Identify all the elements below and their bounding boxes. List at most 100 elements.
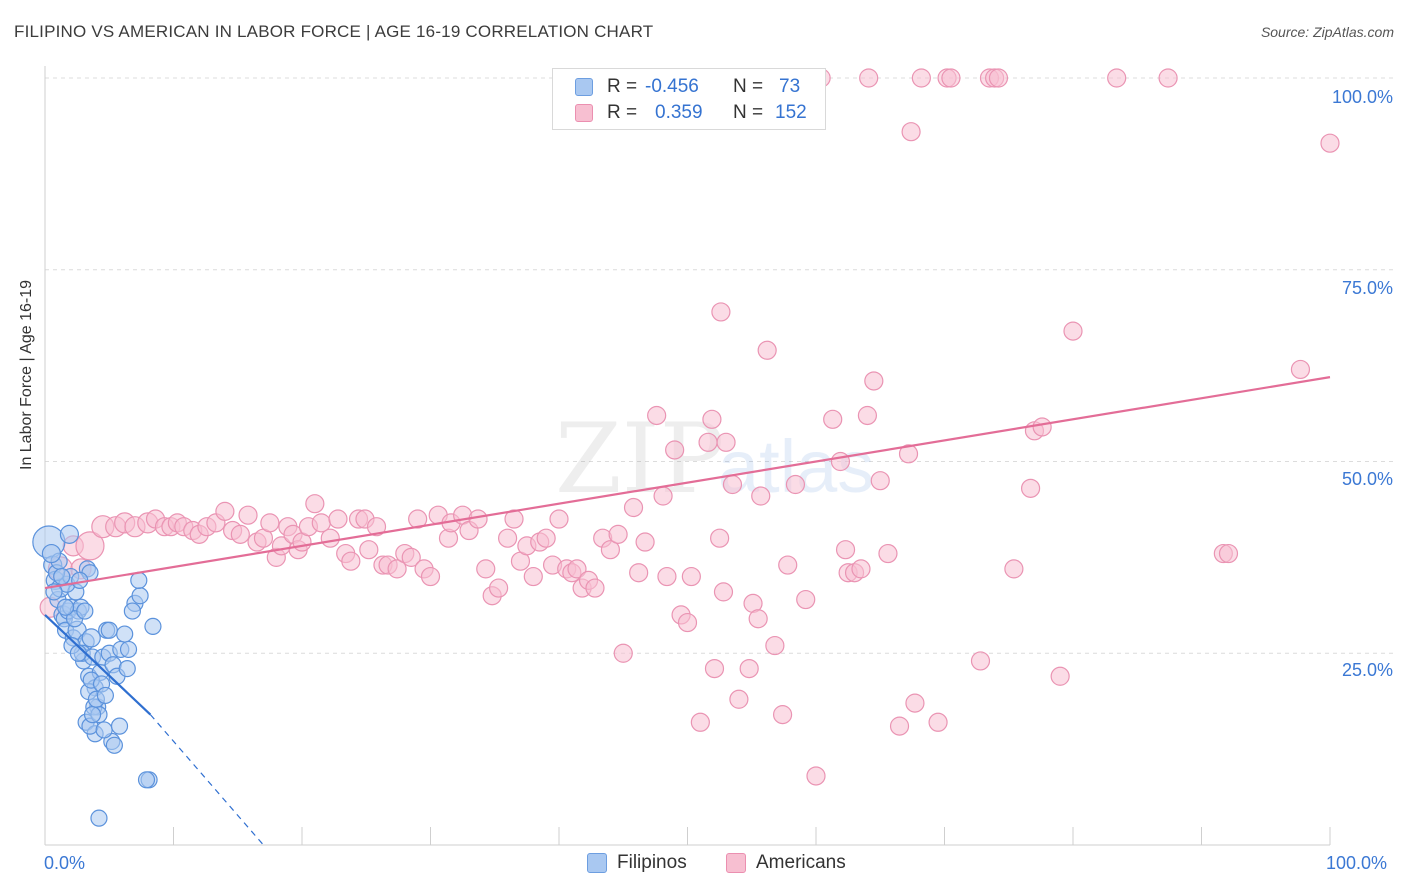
americans-point	[387, 559, 407, 579]
filipinos-legend-swatch	[587, 853, 607, 873]
americans-point	[1290, 359, 1311, 380]
americans-point	[796, 589, 816, 610]
americans-point	[716, 432, 736, 452]
y-tick-50: 50.0%	[1341, 469, 1393, 489]
filipinos-point	[59, 524, 80, 544]
americans-point	[729, 689, 749, 709]
americans-point	[1020, 478, 1041, 498]
filipinos-point	[76, 602, 94, 620]
americans-point	[1158, 68, 1178, 88]
filipinos-point	[118, 659, 136, 678]
americans-point	[941, 68, 961, 88]
y-tick-100: 100.0%	[1331, 87, 1393, 107]
americans-point	[870, 471, 890, 491]
americans-point	[401, 547, 421, 567]
americans-point	[681, 566, 701, 587]
americans-point	[772, 705, 793, 725]
americans-point	[230, 524, 250, 544]
x-tick-min: 0.0%	[44, 853, 86, 873]
americans-point	[748, 609, 768, 629]
y-axis-label: In Labor Force | Age 16-19	[18, 279, 35, 470]
americans-point	[757, 340, 777, 360]
americans-point	[806, 766, 826, 786]
americans-point	[711, 302, 731, 322]
americans-point	[623, 497, 644, 518]
americans-point	[1063, 321, 1083, 341]
filipinos-trend-line	[44, 614, 152, 716]
filipinos-swatch	[575, 78, 593, 96]
americans-point	[739, 658, 759, 679]
americans-point	[765, 635, 785, 656]
americans-point	[704, 658, 725, 679]
filipinos-point	[144, 617, 162, 636]
source-label: Source: ZipAtlas.com	[1260, 24, 1394, 40]
filipinos-point	[81, 628, 101, 648]
filipinos-point	[116, 625, 134, 643]
americans-point	[647, 405, 667, 426]
americans-point	[657, 566, 677, 587]
legend-item-americans[interactable]: Americans	[726, 852, 846, 874]
americans-point	[408, 509, 428, 529]
filipinos-legend-label: Filipinos	[617, 852, 687, 873]
americans-point	[690, 712, 710, 732]
legend-row-americans: R = 0.359 N = 152	[575, 101, 807, 125]
americans-r-label: R =	[607, 102, 638, 123]
chart-title: FILIPINO VS AMERICAN IN LABOR FORCE | AG…	[14, 22, 654, 41]
americans-point	[75, 531, 105, 561]
americans-point	[320, 528, 340, 548]
trend-lines	[44, 376, 1331, 846]
americans-point	[778, 555, 798, 575]
americans-n-label: N =	[733, 102, 764, 123]
americans-point	[928, 712, 948, 732]
americans-point	[1004, 559, 1024, 579]
americans-point	[600, 540, 621, 560]
americans-point	[523, 566, 543, 587]
filipinos-point	[105, 736, 123, 754]
americans-point	[366, 517, 387, 537]
filipinos-point	[100, 621, 118, 639]
americans-point	[898, 444, 919, 464]
watermark-atlas: atlas	[718, 425, 874, 508]
americans-point	[698, 432, 718, 452]
americans-point	[878, 543, 898, 564]
americans-point	[489, 578, 509, 598]
americans-point	[608, 524, 628, 544]
watermark-zip: ZIP	[555, 403, 724, 515]
americans-point	[629, 563, 649, 583]
filipinos-point	[131, 587, 149, 605]
americans-point	[851, 559, 871, 579]
filipinos-point	[53, 567, 71, 586]
filipinos-point	[95, 721, 113, 739]
filipinos-r-value: -0.456	[645, 76, 699, 97]
americans-n-value: 152	[775, 102, 807, 123]
americans-point	[665, 440, 685, 460]
americans-point	[905, 693, 925, 713]
americans-point	[785, 474, 806, 495]
gridlines	[45, 77, 1395, 654]
americans-point	[857, 405, 878, 426]
americans-point	[549, 509, 569, 529]
filipinos-r-label: R =	[607, 76, 638, 97]
axes	[44, 66, 1331, 846]
americans-point	[702, 409, 722, 429]
filipinos-point	[96, 686, 114, 705]
americans-point	[710, 528, 730, 548]
filipinos-point	[130, 571, 148, 589]
americans-point	[420, 566, 441, 587]
legend-item-filipinos[interactable]: Filipinos	[587, 852, 687, 874]
americans-point	[613, 643, 633, 663]
series-legend: Filipinos Americans	[0, 852, 1406, 878]
americans-point	[901, 122, 921, 142]
americans-point	[864, 371, 884, 391]
americans-trend-line	[44, 376, 1331, 590]
filipinos-point	[41, 543, 62, 564]
americans-swatch	[575, 104, 593, 122]
legend-row-filipinos: R = -0.456 N = 73	[575, 75, 800, 99]
filipinos-n-value: 73	[779, 76, 801, 97]
americans-point	[970, 651, 991, 671]
americans-point	[1218, 543, 1239, 564]
americans-legend-swatch	[726, 853, 746, 873]
filipinos-point	[119, 640, 138, 659]
americans-point	[635, 532, 655, 552]
